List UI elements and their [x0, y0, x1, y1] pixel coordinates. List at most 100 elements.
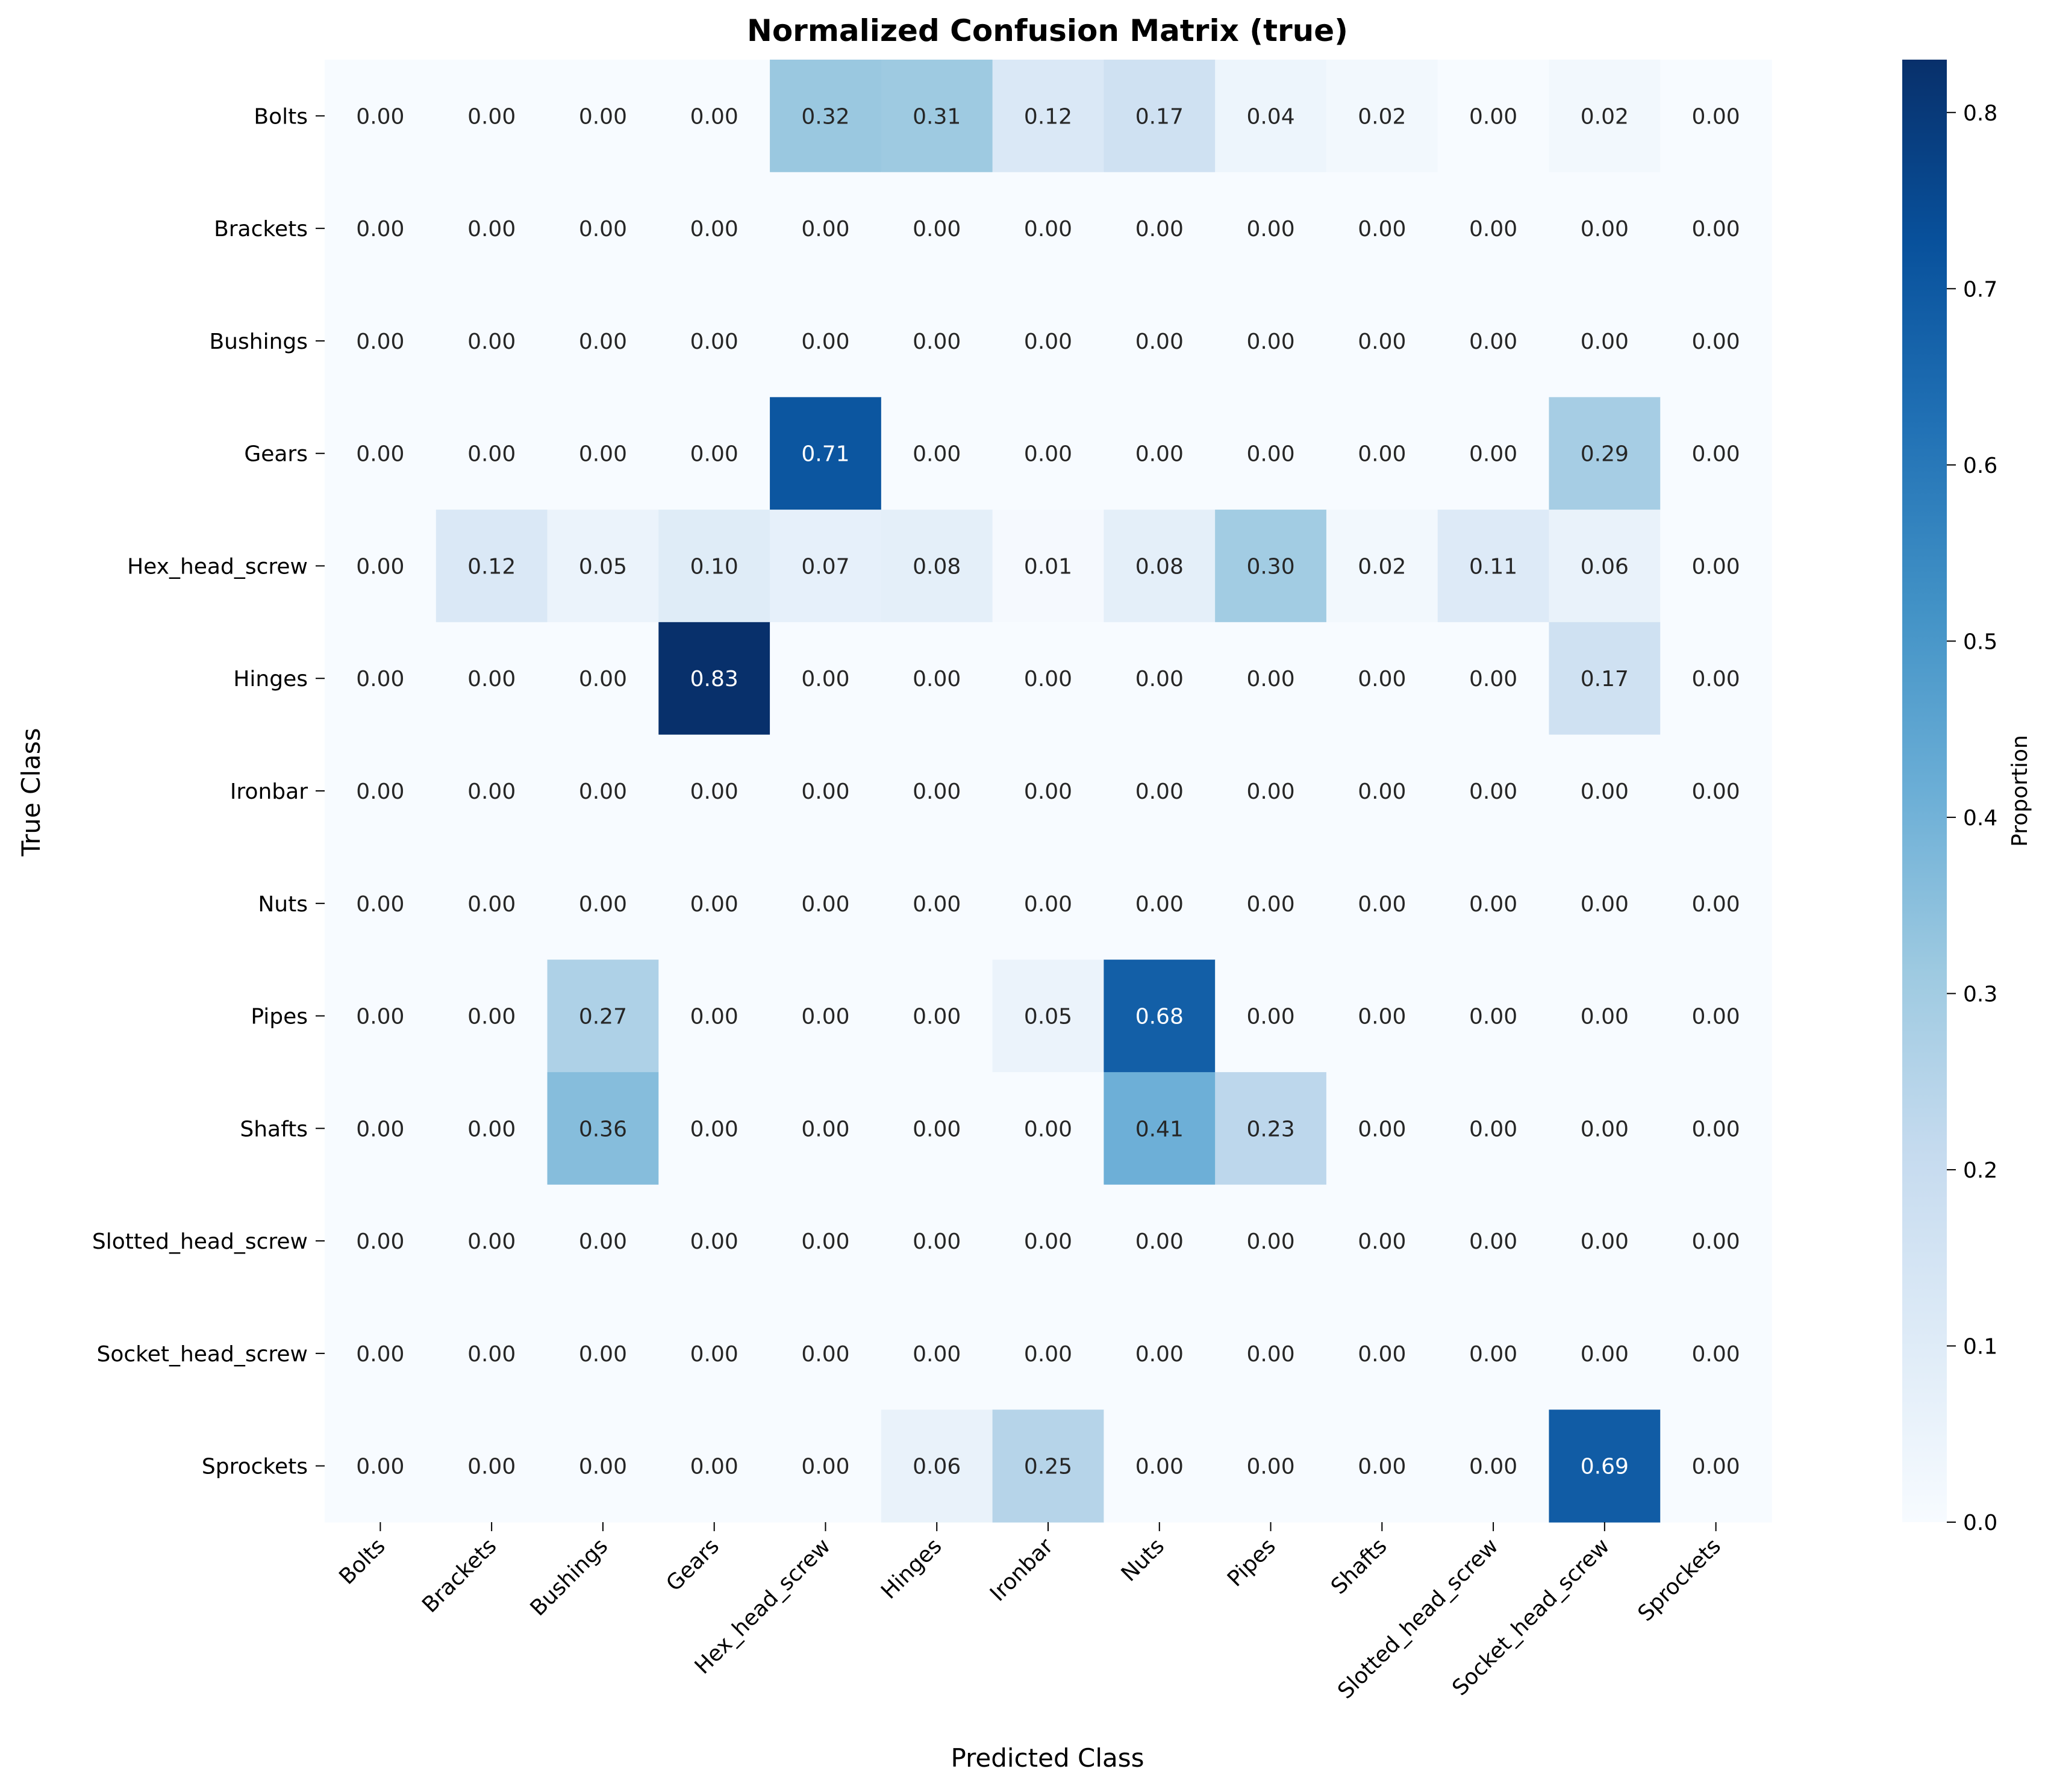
heatmap-cell [1660, 847, 1772, 960]
heatmap-cell-label: 0.00 [1246, 1455, 1294, 1479]
heatmap-cell [770, 960, 882, 1073]
heatmap-cell-label: 0.00 [1469, 1342, 1517, 1367]
heatmap-cell-label: 0.00 [1469, 104, 1517, 129]
heatmap-cell-label: 0.00 [913, 892, 961, 917]
heatmap-cell-label: 0.00 [1246, 1342, 1294, 1367]
heatmap-cell-label: 0.00 [801, 667, 849, 692]
heatmap-cell [325, 1072, 437, 1185]
heatmap-cell [1104, 510, 1216, 623]
y-tick-label: Slotted_head_screw [92, 1229, 308, 1254]
heatmap-cell [881, 60, 993, 173]
heatmap-cell-label: 0.00 [1692, 1455, 1740, 1479]
heatmap-cell-label: 0.01 [1024, 554, 1072, 579]
heatmap-cell [1104, 1410, 1216, 1523]
heatmap-cell-label: 0.00 [356, 442, 404, 467]
heatmap-cell [1660, 397, 1772, 510]
heatmap-cell-label: 0.00 [579, 329, 627, 354]
heatmap-cell-label: 0.02 [1358, 554, 1406, 579]
heatmap-cell-label: 0.00 [1358, 1005, 1406, 1029]
heatmap-cell [1104, 960, 1216, 1073]
heatmap-cell [1660, 1072, 1772, 1185]
heatmap-cell [325, 60, 437, 173]
heatmap-cell-label: 0.00 [467, 1455, 516, 1479]
heatmap-cell [436, 1072, 548, 1185]
colorbar-tick-label: 0.8 [1963, 101, 1997, 126]
heatmap-cell [1104, 847, 1216, 960]
heatmap-cell-label: 0.00 [1469, 892, 1517, 917]
heatmap-cell [436, 622, 548, 735]
heatmap-cell [1326, 622, 1438, 735]
heatmap-cell [770, 1072, 882, 1185]
heatmap-cell [325, 847, 437, 960]
heatmap-cell-label: 0.00 [801, 1342, 849, 1367]
heatmap-cell [770, 734, 882, 848]
heatmap-cell [881, 1184, 993, 1298]
heatmap-cell [881, 1072, 993, 1185]
heatmap-cell [770, 1410, 882, 1523]
heatmap-cell [1660, 1184, 1772, 1298]
heatmap-cell-label: 0.00 [1358, 217, 1406, 242]
colorbar-tick-label: 0.3 [1963, 982, 1997, 1007]
heatmap-cell [658, 734, 770, 848]
heatmap-cell-label: 0.00 [1581, 1005, 1629, 1029]
y-tick-label: Socket_head_screw [96, 1342, 308, 1367]
heatmap-cell-label: 0.00 [1692, 104, 1740, 129]
heatmap-cell [1549, 1072, 1661, 1185]
heatmap-cell [1104, 1072, 1216, 1185]
heatmap-cell [436, 510, 548, 623]
heatmap-cell-label: 0.00 [690, 1342, 738, 1367]
heatmap-cell-label: 0.00 [1246, 329, 1294, 354]
heatmap-cell [325, 1410, 437, 1523]
heatmap-cell [1104, 397, 1216, 510]
x-tick-label: Gears [661, 1534, 724, 1596]
heatmap-cell [547, 510, 659, 623]
heatmap-cell-label: 0.00 [1358, 1117, 1406, 1141]
heatmap-cell-label: 0.00 [1469, 1229, 1517, 1254]
y-tick-label: Hinges [233, 667, 308, 692]
heatmap-cell [770, 60, 882, 173]
heatmap-cell [1549, 284, 1661, 398]
heatmap-cell [325, 1184, 437, 1298]
heatmap-cell [1437, 1072, 1550, 1185]
heatmap-cell [1549, 172, 1661, 286]
heatmap-cell [547, 284, 659, 398]
heatmap-cell-label: 0.00 [1469, 442, 1517, 467]
heatmap-cell [1437, 1410, 1550, 1523]
heatmap-cell [658, 284, 770, 398]
heatmap-cell-label: 0.00 [579, 442, 627, 467]
heatmap-cell-label: 0.05 [579, 554, 627, 579]
heatmap-cell [881, 734, 993, 848]
heatmap-cell-label: 0.00 [913, 442, 961, 467]
heatmap-cell-label: 0.00 [1692, 1117, 1740, 1141]
heatmap-cell [881, 622, 993, 735]
heatmap-cell-label: 0.00 [1692, 1229, 1740, 1254]
heatmap-cell [770, 284, 882, 398]
x-tick-label: Hinges [876, 1534, 946, 1603]
x-tick-label: Pipes [1223, 1534, 1281, 1591]
heatmap-cell-label: 0.00 [1246, 217, 1294, 242]
heatmap-cell [547, 1297, 659, 1410]
heatmap-cell [1326, 1184, 1438, 1298]
heatmap-cell-label: 0.00 [1135, 667, 1184, 692]
heatmap-cell-label: 0.00 [1358, 1342, 1406, 1367]
colorbar-tick-label: 0.7 [1963, 277, 1997, 302]
heatmap-cell [770, 510, 882, 623]
heatmap-cell [881, 1410, 993, 1523]
heatmap-cell-labels: 0.00 0.00 0.00 0.00 0.32 0.31 0.12 0.17 0.04 0.02… [356, 104, 1740, 1479]
heatmap-cell [992, 172, 1104, 286]
heatmap-cell [436, 847, 548, 960]
x-tick-label: Brackets [417, 1534, 501, 1617]
heatmap-cell-label: 0.07 [801, 554, 849, 579]
heatmap-cell-label: 0.00 [1358, 1229, 1406, 1254]
heatmap-cell [1104, 622, 1216, 735]
heatmap-cell [1549, 847, 1661, 960]
heatmap-cell-label: 0.27 [579, 1005, 627, 1029]
heatmap-cell [1437, 847, 1550, 960]
heatmap-cell-label: 0.00 [913, 779, 961, 804]
heatmap-cell [436, 1410, 548, 1523]
heatmap-cell [1326, 60, 1438, 173]
y-tick-label: Brackets [214, 217, 308, 242]
heatmap-cell-label: 0.00 [1469, 217, 1517, 242]
heatmap-cell [1326, 1410, 1438, 1523]
heatmap-cell [1660, 622, 1772, 735]
